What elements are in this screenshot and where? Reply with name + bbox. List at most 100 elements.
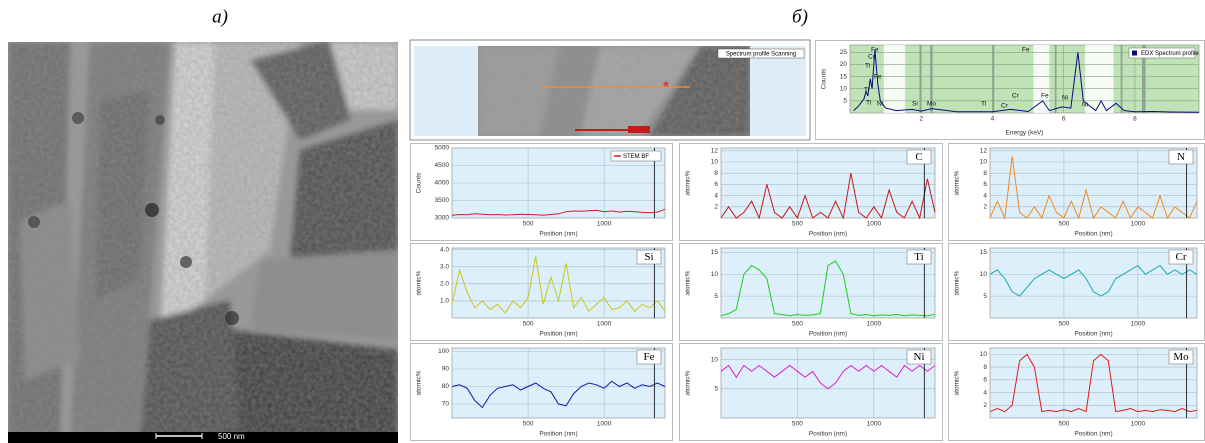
x-tick-label: 500	[1058, 421, 1069, 428]
y-tick-label: 12	[711, 148, 719, 155]
peak-label: Fe	[871, 47, 879, 54]
y-tick-label: 4	[983, 192, 987, 199]
x-axis-label: Position (nm)	[1074, 231, 1112, 238]
y-axis-label: atomic%	[685, 270, 692, 295]
element-label: C	[915, 151, 922, 163]
element-label: Ti	[914, 251, 923, 263]
plot-area	[721, 248, 935, 318]
x-tick-label: 500	[523, 321, 534, 328]
scale-label: 500 nm	[218, 432, 245, 441]
y-axis-label: atomic%	[954, 370, 961, 395]
profile-image: * Spectrum profile Scanning	[410, 40, 810, 140]
peak-label: Mo	[927, 101, 936, 108]
x-axis-label: Position (nm)	[809, 331, 847, 338]
peak-label: Ni	[1062, 95, 1068, 102]
y-tick-label: 8	[983, 364, 987, 371]
y-tick-label: 100	[438, 348, 449, 355]
x-tick-label: 1000	[1131, 421, 1146, 428]
element-label: Fe	[644, 351, 655, 363]
legend-swatch	[1132, 51, 1137, 56]
plot-area	[721, 348, 935, 418]
x-tick-label: 1000	[867, 321, 882, 328]
x-tick-label: 4	[991, 116, 995, 123]
tem-image: 500 nm	[8, 40, 398, 443]
x-axis-label: Position (nm)	[809, 431, 847, 438]
x-tick-label: 6	[1062, 116, 1066, 123]
x-tick-label: 2	[919, 116, 923, 123]
peak-label: Ti	[865, 63, 870, 70]
y-tick-label: 4	[983, 389, 987, 396]
y-tick-label: 10	[711, 159, 719, 166]
svg-text:*: *	[663, 79, 669, 96]
x-axis-label: Position (nm)	[539, 231, 577, 238]
y-tick-label: 3.0	[440, 263, 449, 270]
y-tick-label: 10	[840, 85, 848, 92]
peak-label: Ni	[1082, 102, 1088, 109]
y-tick-label: 6	[983, 377, 987, 384]
y-tick-label: 1.0	[440, 298, 449, 305]
plot-area	[721, 148, 935, 218]
band	[1121, 45, 1123, 113]
x-tick-label: 1000	[1131, 321, 1146, 328]
chart: 246810125001000Position (nm)atomic%C	[680, 144, 943, 241]
peak-label: Ni	[877, 101, 883, 108]
x-tick-label: 500	[792, 221, 803, 228]
plot-area	[452, 248, 665, 318]
y-tick-label: 5	[983, 293, 987, 300]
peak-label: Ti	[864, 87, 869, 94]
peak-label: Ti	[866, 100, 871, 107]
y-tick-label: 2	[714, 204, 718, 211]
y-tick-label: 5000	[435, 145, 450, 152]
y-tick-label: 5	[714, 293, 718, 300]
chart: 510155001000Position (nm)atomic%Cr	[949, 244, 1205, 341]
peak-label: Si	[912, 101, 918, 108]
peak-label: Fe	[1041, 93, 1049, 100]
y-tick-label: 3500	[435, 197, 450, 204]
y-tick-label: 5	[843, 98, 847, 105]
x-axis-label: Position (nm)	[809, 231, 847, 238]
panel-label: а)	[212, 6, 228, 27]
y-tick-label: 4	[714, 192, 718, 199]
y-tick-label: 10	[980, 159, 988, 166]
peak-label: Cr	[1001, 103, 1009, 110]
x-axis-label: Position (nm)	[539, 431, 577, 438]
y-axis-label: atomic%	[954, 170, 961, 195]
element-label: Si	[644, 251, 653, 263]
y-tick-label: 90	[442, 366, 450, 373]
chart: 5105001000Position (nm)atomic%Ni	[680, 344, 943, 441]
legend-label: EDX Spectrum profile	[1141, 51, 1199, 57]
y-tick-label: 15	[980, 249, 988, 256]
y-axis-label: atomic%	[954, 270, 961, 295]
figure: а) б) 500 nm	[0, 0, 1205, 443]
x-tick-label: 1000	[597, 321, 612, 328]
x-tick-label: 1000	[597, 421, 612, 428]
x-axis-label: Position (nm)	[1074, 331, 1112, 338]
band	[1033, 45, 1049, 113]
band	[1085, 45, 1113, 113]
y-tick-label: 10	[711, 271, 719, 278]
y-tick-label: 15	[840, 73, 848, 80]
plot-area	[990, 348, 1197, 418]
y-axis-label: atomic%	[685, 370, 692, 395]
peak-label: Cr	[868, 54, 876, 61]
y-tick-label: 5	[714, 386, 718, 393]
y-tick-label: 12	[980, 148, 988, 155]
y-tick-label: 2.0	[440, 281, 449, 288]
y-axis-label: atomic%	[416, 370, 423, 395]
y-tick-label: 8	[714, 170, 718, 177]
y-axis-label: atomic%	[416, 270, 423, 295]
legend-label: STEM BF	[623, 154, 649, 160]
plot-area	[990, 248, 1197, 318]
y-axis-label: Counts	[821, 68, 828, 89]
y-tick-label: 10	[980, 351, 988, 358]
y-axis-label: atomic%	[685, 170, 692, 195]
x-axis-label: Position (nm)	[1074, 431, 1112, 438]
x-tick-label: 500	[523, 221, 534, 228]
x-axis-label: Position (nm)	[539, 331, 577, 338]
plot-area	[452, 348, 665, 418]
x-tick-label: 500	[1058, 321, 1069, 328]
band	[884, 45, 905, 113]
chart: 1.02.03.04.05001000Position (nm)atomic%S…	[411, 244, 673, 341]
